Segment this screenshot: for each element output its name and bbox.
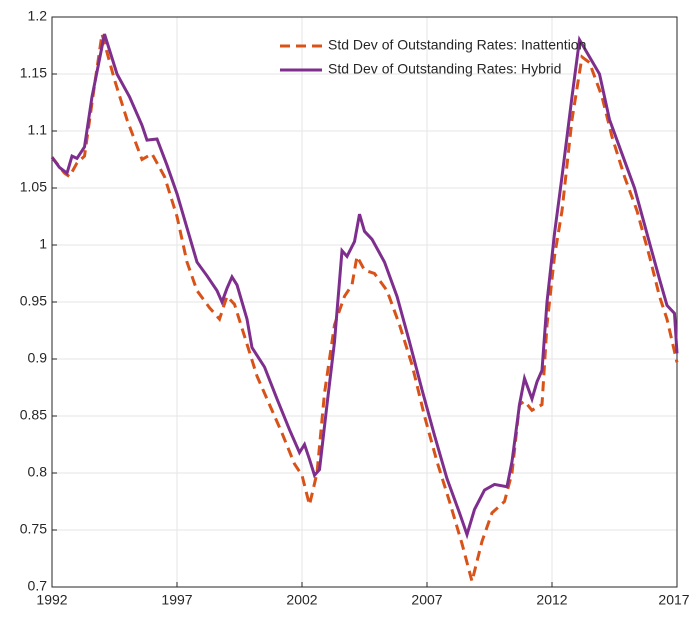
line (50, 33, 679, 588)
line (50, 33, 679, 540)
y-tick-label: 1.15 (20, 65, 47, 81)
x-tick-label: 2002 (286, 592, 317, 608)
y-tick-label: 0.75 (20, 521, 47, 537)
y-tick-label: 0.8 (28, 464, 48, 480)
x-tick-label: 2012 (536, 592, 567, 608)
x-tick-label: 1992 (36, 592, 67, 608)
plot-frame (51, 16, 678, 588)
y-tick-label: 0.95 (20, 293, 47, 309)
y-tick-label: 0.9 (28, 350, 48, 366)
y-tick-label: 1.1 (28, 122, 48, 138)
y-tick-label: 0.7 (28, 578, 48, 594)
x-tick-label: 1997 (161, 592, 192, 608)
y-tick-label: 1.2 (28, 8, 48, 24)
x-tick-label: 2017 (658, 592, 689, 608)
y-tick-label: 1.05 (20, 179, 47, 195)
y-tick-label: 1 (39, 236, 47, 252)
x-tick-label: 2007 (411, 592, 442, 608)
y-tick-label: 0.85 (20, 407, 47, 423)
legend-label: Std Dev of Outstanding Rates: Hybrid (328, 61, 561, 77)
legend-label: Std Dev of Outstanding Rates: Inattentio… (328, 37, 586, 53)
